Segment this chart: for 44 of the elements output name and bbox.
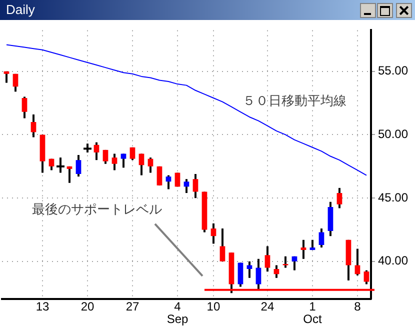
candlestick: [318, 227, 324, 248]
candlestick: [354, 248, 360, 276]
x-tick-label: 27: [126, 299, 140, 314]
candlestick: [300, 238, 306, 260]
y-tick-label: 55.00: [378, 64, 408, 78]
candlestick: [292, 255, 298, 272]
x-tick-label: 8: [354, 299, 362, 314]
candlestick: [130, 146, 136, 162]
candlestick: [274, 264, 280, 279]
candlestick: [246, 260, 252, 279]
candlestick: [30, 113, 36, 138]
candlestick: [22, 96, 28, 120]
annotation: 最後のサポートレベル: [32, 202, 162, 218]
x-tick-label: 13: [36, 299, 50, 314]
x-tick-label: 1 Oct: [303, 299, 322, 326]
candlestick: [156, 165, 162, 186]
candlestick: [184, 178, 190, 194]
candlestick: [174, 172, 180, 188]
candlestick: [66, 165, 72, 184]
candlestick: [336, 186, 342, 210]
candlestick: [192, 173, 198, 200]
candlestick: [112, 152, 118, 172]
candlestick: [148, 156, 154, 174]
candlestick: [94, 141, 100, 162]
candlestick: [166, 174, 172, 190]
candlestick: [210, 222, 216, 245]
candlestick: [238, 262, 244, 288]
candlestick: [76, 154, 82, 178]
candlestick: [120, 152, 126, 169]
y-tick-label: 45.00: [378, 190, 408, 204]
y-tick-label: 40.00: [378, 254, 408, 268]
candlestick: [220, 227, 226, 262]
chart-title: Daily: [6, 2, 35, 17]
candlestick: [264, 245, 270, 273]
x-tick-label: 10: [206, 299, 220, 314]
y-tick-label: 50.00: [378, 127, 408, 142]
x-tick-label: 4 Sep: [166, 299, 188, 326]
candlestick: [12, 72, 18, 93]
series-label: ５０日移動平均線: [242, 94, 346, 110]
candlestick: [102, 148, 108, 165]
x-tick-label: 24: [260, 299, 274, 314]
x-tick-label: 20: [80, 299, 94, 314]
candlestick: [256, 258, 262, 292]
candlestick: [138, 152, 144, 176]
